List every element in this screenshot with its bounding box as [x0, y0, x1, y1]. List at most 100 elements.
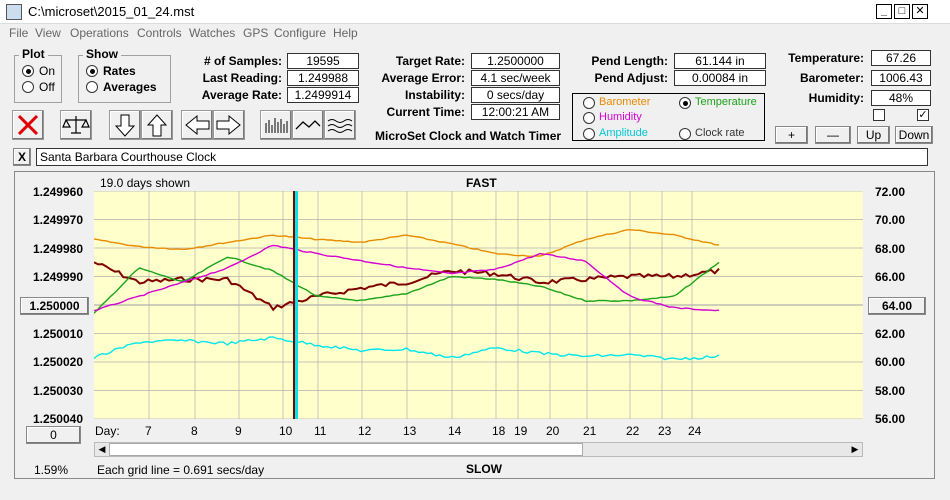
plot-group [14, 55, 62, 103]
barometer-radio-label: Barometer [599, 96, 651, 108]
move-up-button[interactable] [141, 110, 173, 140]
y-left-tick: 1.249990 [32, 270, 83, 284]
current-time-field: 12:00:21 AM [471, 104, 560, 120]
x-tick-label: 11 [314, 424, 327, 438]
menu-file[interactable]: File [9, 26, 29, 40]
scroll-left-icon[interactable]: ◀ [98, 444, 106, 454]
maximize-button[interactable]: □ [894, 4, 910, 19]
menu-view[interactable]: View [35, 26, 61, 40]
scroll-right-icon[interactable]: ▶ [851, 444, 859, 454]
clock-name-input[interactable]: Santa Barbara Courthouse Clock [36, 148, 928, 166]
y-left-tick: 1.249980 [32, 242, 83, 256]
temperature-radio-label: Temperature [695, 96, 757, 108]
horizontal-scrollbar[interactable]: ◀ ▶ [94, 442, 863, 457]
x-tick-label: 9 [235, 424, 242, 438]
scroll-thumb[interactable] [109, 443, 583, 456]
move-down-button[interactable] [109, 110, 141, 140]
app-icon [6, 4, 22, 20]
menu-gps[interactable]: GPS [243, 26, 269, 40]
bottom-left-button[interactable]: 0 [26, 426, 81, 444]
y-right-tick: 60.00 [875, 355, 906, 369]
scale-down-button[interactable]: Down [895, 126, 933, 144]
amplitude-radio-label: Amplitude [599, 127, 648, 139]
x-tick-label: 12 [358, 424, 372, 438]
y-left-tick: 1.250040 [32, 412, 83, 426]
show-averages-radio[interactable] [86, 81, 98, 93]
y-right-tick: 72.00 [875, 185, 906, 199]
clear-clock-button[interactable]: X [13, 148, 31, 166]
title-bar: C:\microset\2015_01_24.mst _ □ ✕ [0, 0, 950, 24]
menu-help[interactable]: Help [333, 26, 358, 40]
line-graph-icon [295, 120, 321, 130]
line-graph-button[interactable] [292, 110, 324, 140]
temperature-label: Temperature: [788, 51, 864, 65]
plot-off-label: Off [39, 80, 55, 94]
arrow-right-icon [216, 114, 241, 136]
menu-configure[interactable]: Configure [274, 26, 327, 40]
amplitude-radio[interactable] [583, 128, 595, 140]
clock-rate-radio-label: Clock rate [695, 127, 745, 139]
plot-off-radio[interactable] [22, 81, 34, 93]
barometer-radio[interactable] [583, 97, 595, 109]
bar-graph-icon [265, 118, 288, 133]
scale-minus-button[interactable]: — [815, 126, 851, 144]
clock-rate-series-line [94, 261, 720, 312]
temperature-radio[interactable] [679, 97, 691, 109]
plot-area[interactable] [94, 191, 863, 419]
minimize-button[interactable]: _ [876, 4, 892, 19]
y-right-tick: 58.00 [875, 384, 906, 398]
barometer-series-line [94, 229, 720, 258]
scale-plus-button[interactable]: + [775, 126, 808, 144]
average-rate-label: Average Rate: [201, 88, 282, 102]
x-tick-label: 19 [514, 424, 528, 438]
y-right-tick: 62.00 [875, 327, 906, 341]
app-name: MicroSet Clock and Watch Timer [375, 129, 562, 143]
menu-controls[interactable]: Controls [137, 26, 182, 40]
x-tick-label: 18 [492, 424, 506, 438]
close-button[interactable]: ✕ [912, 4, 928, 19]
samples-field: 19595 [287, 53, 359, 69]
y-left-tick: 1.249960 [32, 185, 83, 199]
last-reading-field: 1.249988 [287, 70, 359, 86]
bar-graph-button[interactable] [260, 110, 292, 140]
instability-field: 0 secs/day [471, 87, 560, 103]
average-error-label: Average Error: [381, 71, 465, 85]
wave-graph-button[interactable] [324, 110, 356, 140]
stop-button[interactable] [12, 110, 44, 140]
sensor-select-box [572, 93, 765, 141]
x-tick-label: 20 [546, 424, 560, 438]
menu-watches[interactable]: Watches [189, 26, 236, 40]
pend-adjust-label: Pend Adjust: [594, 71, 668, 85]
move-left-button[interactable] [181, 110, 213, 140]
show-rates-radio[interactable] [86, 65, 98, 77]
y-right-tick: 68.00 [875, 242, 906, 256]
move-right-button[interactable] [213, 110, 245, 140]
balance-button[interactable] [60, 110, 92, 140]
plot-on-radio[interactable] [22, 65, 34, 77]
x-tick-label: 21 [583, 424, 597, 438]
show-averages-label: Averages [103, 80, 157, 94]
show-group [78, 55, 171, 103]
scale-up-button[interactable]: Up [857, 126, 890, 144]
humidity-radio-label: Humidity [599, 111, 642, 123]
clock-rate-radio[interactable] [679, 128, 691, 140]
window-title: C:\microset\2015_01_24.mst [28, 4, 195, 19]
show-group-title: Show [83, 47, 121, 61]
amplitude-spike [295, 191, 298, 419]
left-center-button[interactable]: 1.250000 [20, 297, 89, 315]
plot-series [94, 229, 720, 361]
fast-label: FAST [466, 176, 497, 190]
red-x-icon [17, 114, 39, 136]
option-checkbox-1[interactable] [873, 109, 885, 121]
x-tick-label: 14 [448, 424, 462, 438]
humidity-radio[interactable] [583, 112, 595, 124]
menu-operations[interactable]: Operations [70, 26, 129, 40]
wave-graph-icon [327, 119, 353, 133]
right-center-button[interactable]: 64.00 [868, 297, 926, 315]
option-checkbox-2[interactable]: ✓ [917, 109, 929, 121]
x-tick-label: 22 [626, 424, 640, 438]
arrow-up-icon [146, 114, 168, 137]
instability-label: Instability: [404, 88, 465, 102]
x-tick-label: 7 [145, 424, 152, 438]
average-rate-field: 1.2499914 [287, 87, 359, 103]
